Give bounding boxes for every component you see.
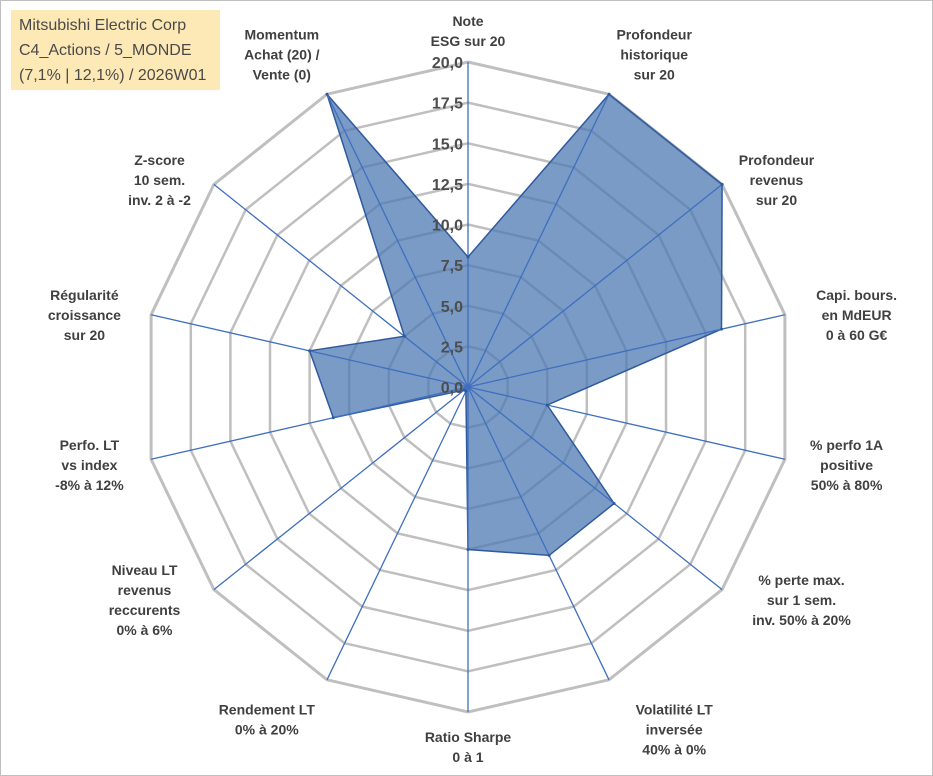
category-label-line: % perfo 1A — [810, 437, 883, 453]
category-label-line: 0% à 6% — [116, 622, 173, 638]
tick-label: 20,0 — [432, 55, 463, 72]
category-label-line: Régularité — [50, 287, 119, 303]
title-box: Mitsubishi Electric Corp C4_Actions / 5_… — [11, 10, 220, 90]
category-label-line: 10 sem. — [134, 172, 185, 188]
category-label-line: 0 à 1 — [452, 749, 483, 765]
data-point — [612, 502, 616, 505]
category-label: Profondeur historique sur 20 — [616, 26, 692, 82]
category-label: Momentum Achat (20) / Vente (0) — [244, 26, 320, 82]
category-label-line: sur 20 — [634, 66, 675, 82]
category-label-line: % perte max. — [758, 572, 844, 588]
category-label-line: inv. 50% à 20% — [752, 612, 851, 628]
data-point — [466, 255, 470, 259]
data-point — [308, 349, 312, 353]
data-point — [331, 416, 335, 420]
title-line-3: (7,1% | 12,1%) / 2026W01 — [19, 67, 207, 84]
category-label: Z-score 10 sem. inv. 2 à -2 — [128, 152, 191, 208]
category-label-line: 0% à 20% — [235, 722, 299, 738]
tick-label: 12,5 — [432, 177, 463, 194]
category-label-line: vs index — [61, 457, 117, 473]
category-label-line: revenus — [750, 172, 804, 188]
category-label-line: croissance — [48, 307, 121, 323]
category-label-line: positive — [820, 457, 873, 473]
category-label-line: 50% à 80% — [811, 477, 883, 493]
category-label-line: inv. 2 à -2 — [128, 192, 191, 208]
category-label-line: Profondeur — [616, 26, 692, 42]
data-point — [466, 548, 470, 551]
axis-spoke — [467, 314, 786, 388]
category-label: Note ESG sur 20 — [431, 13, 506, 49]
data-point — [547, 553, 551, 557]
axis-spoke — [467, 386, 786, 460]
data-point — [720, 182, 724, 186]
category-label-line: revenus — [118, 582, 172, 598]
category-label-line: Capi. bours. — [816, 287, 897, 303]
category-label: % perte max. sur 1 sem. inv. 50% à 20% — [752, 572, 851, 628]
category-label: Régularité croissance sur 20 — [48, 287, 121, 343]
tick-label: 17,5 — [432, 96, 463, 113]
category-label-line: Perfo. LT — [60, 437, 120, 453]
axis-spoke — [326, 386, 469, 681]
tick-label: 15,0 — [432, 136, 463, 153]
tick-label: 5,0 — [441, 299, 463, 316]
data-point — [403, 334, 406, 338]
data-point — [720, 327, 723, 331]
data-point — [325, 92, 329, 96]
category-label: Ratio Sharpe 0 à 1 — [425, 729, 512, 765]
axis-spoke — [467, 386, 723, 591]
category-label-line: ESG sur 20 — [431, 33, 506, 49]
category-label-line: Volatilité LT — [636, 702, 714, 718]
category-label-line: Profondeur — [739, 152, 815, 168]
category-label-line: sur 1 sem. — [767, 592, 836, 608]
category-label-line: Note — [452, 13, 483, 29]
category-label-line: en MdEUR — [822, 307, 892, 323]
category-label-line: reccurents — [109, 602, 181, 618]
category-label-line: Momentum — [244, 26, 319, 42]
data-point — [462, 388, 466, 392]
category-label: Perfo. LT vs index -8% à 12% — [55, 437, 124, 493]
category-label-line: sur 20 — [756, 192, 797, 208]
title-line-2: C4_Actions / 5_MONDE — [19, 42, 192, 59]
category-label: Capi. bours. en MdEUR 0 à 60 G€ — [816, 287, 897, 343]
axis-spoke — [150, 386, 469, 460]
data-point — [607, 92, 611, 96]
data-point — [545, 403, 549, 407]
axis-spoke — [467, 183, 723, 388]
tick-label: 0,0 — [441, 380, 463, 397]
category-label-line: Achat (20) / — [244, 46, 320, 62]
category-label-line: inversée — [646, 722, 703, 738]
category-label-line: 40% à 0% — [642, 742, 706, 758]
category-label-line: historique — [620, 46, 688, 62]
tick-label: 7,5 — [441, 258, 463, 275]
tick-label: 2,5 — [441, 339, 463, 356]
category-label: % perfo 1A positive 50% à 80% — [810, 437, 883, 493]
category-label-line: 0 à 60 G€ — [826, 327, 888, 343]
category-label: Niveau LT revenus reccurents 0% à 6% — [109, 562, 181, 638]
category-label-line: sur 20 — [64, 327, 105, 343]
category-label-line: Rendement LT — [219, 702, 316, 718]
category-label-line: Ratio Sharpe — [425, 729, 512, 745]
category-label-line: Niveau LT — [112, 562, 178, 578]
axis-spoke — [467, 386, 610, 681]
axis-spoke — [213, 386, 469, 591]
category-label-line: -8% à 12% — [55, 477, 124, 493]
category-label-line: Z-score — [134, 152, 185, 168]
axis-spoke — [326, 93, 469, 388]
category-label: Profondeur revenus sur 20 — [739, 152, 815, 208]
category-label: Volatilité LT inversée 40% à 0% — [636, 702, 714, 758]
title-line-1: Mitsubishi Electric Corp — [19, 17, 187, 34]
axis-spoke — [213, 183, 469, 388]
category-label: Rendement LT 0% à 20% — [219, 702, 316, 738]
tick-label: 10,0 — [432, 218, 463, 235]
category-label-line: Vente (0) — [253, 66, 311, 82]
axis-spoke — [467, 93, 610, 388]
